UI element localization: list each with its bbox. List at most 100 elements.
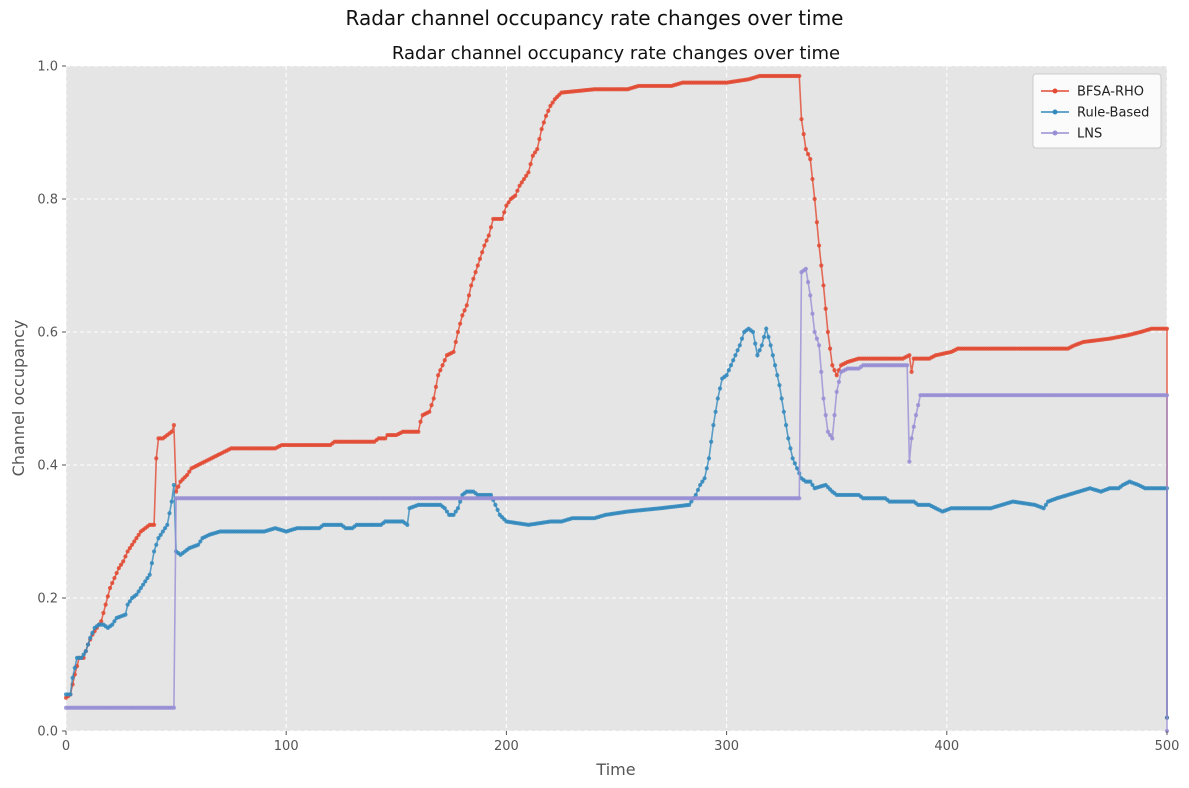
data-point — [140, 582, 146, 587]
data-point — [99, 619, 104, 624]
y-axis-label: Channel occupancy — [9, 320, 28, 477]
data-point — [519, 180, 524, 185]
data-point — [482, 243, 487, 248]
data-point — [475, 263, 480, 268]
data-point — [1164, 393, 1170, 398]
legend-label: Rule-Based — [1077, 106, 1149, 121]
data-point — [134, 592, 139, 597]
data-point — [165, 522, 170, 527]
legend-marker — [1052, 88, 1058, 94]
data-point — [134, 536, 139, 541]
data-point — [383, 436, 388, 441]
data-point — [537, 137, 542, 142]
data-point — [526, 170, 531, 175]
data-point — [123, 612, 128, 617]
data-point — [504, 203, 509, 208]
data-point — [185, 472, 190, 478]
data-point — [502, 210, 507, 215]
data-point — [486, 233, 491, 238]
data-point — [772, 363, 778, 368]
data-point — [539, 127, 544, 132]
data-point — [801, 132, 806, 137]
data-point — [711, 423, 716, 428]
data-point — [803, 147, 808, 152]
data-point — [79, 655, 84, 660]
plot-background — [66, 66, 1167, 731]
data-point — [832, 368, 837, 373]
legend-label: LNS — [1077, 127, 1102, 142]
data-point — [823, 306, 828, 311]
data-point — [750, 329, 756, 335]
data-point — [808, 479, 813, 484]
data-point — [88, 635, 93, 641]
data-point — [167, 511, 172, 516]
data-point — [116, 565, 121, 571]
data-point — [792, 461, 797, 466]
data-point — [812, 196, 817, 202]
data-point — [418, 419, 423, 424]
legend-item: BFSA-RHO — [1041, 85, 1144, 100]
data-point — [85, 642, 91, 647]
series-layer — [63, 73, 1170, 734]
data-point — [458, 499, 463, 504]
legend-item: LNS — [1041, 127, 1102, 142]
data-point — [488, 492, 494, 498]
data-point — [70, 675, 75, 680]
data-point — [469, 283, 474, 288]
data-point — [913, 413, 919, 418]
data-point — [431, 396, 436, 401]
data-point — [788, 446, 793, 451]
data-point — [715, 396, 720, 401]
data-point — [905, 363, 910, 368]
data-point — [739, 336, 745, 341]
data-point — [816, 343, 822, 348]
data-point — [513, 193, 518, 198]
data-point — [110, 622, 115, 627]
data-point — [477, 256, 483, 261]
data-point — [797, 73, 802, 79]
data-point — [689, 499, 694, 504]
data-point — [136, 589, 141, 594]
legend: BFSA-RHO Rule-Based LNS — [1032, 73, 1162, 149]
data-point — [766, 334, 771, 340]
data-point — [805, 152, 811, 157]
data-point — [103, 602, 108, 607]
data-point — [753, 341, 758, 346]
data-point — [706, 456, 712, 461]
data-point — [171, 705, 176, 710]
data-point — [825, 429, 830, 434]
y-tick-label: 0.8 — [37, 193, 58, 208]
data-point — [814, 220, 819, 225]
y-tick-label: 0.4 — [37, 459, 58, 474]
data-point — [724, 373, 729, 378]
data-point — [156, 536, 161, 541]
data-point — [138, 585, 143, 591]
data-point — [1043, 502, 1048, 507]
y-tick-label: 1.0 — [37, 60, 58, 75]
data-point — [154, 456, 159, 461]
data-point — [451, 349, 456, 355]
data-point — [132, 539, 137, 544]
x-axis-label: Time — [595, 760, 635, 779]
data-point — [154, 542, 159, 547]
data-point — [480, 250, 485, 255]
data-point — [112, 575, 117, 581]
legend-marker — [1052, 109, 1058, 115]
data-point — [171, 482, 176, 488]
data-point — [546, 108, 551, 113]
x-tick-label: 300 — [714, 739, 739, 754]
data-point — [731, 358, 736, 363]
data-point — [797, 496, 802, 501]
data-point — [816, 243, 822, 248]
data-point — [160, 529, 165, 534]
data-point — [821, 283, 826, 288]
data-point — [471, 276, 476, 281]
legend-label: BFSA-RHO — [1077, 85, 1144, 100]
legend-marker — [1052, 130, 1058, 136]
data-point — [196, 542, 201, 547]
data-point — [515, 188, 520, 193]
data-point — [836, 379, 842, 384]
data-point — [803, 266, 808, 271]
data-point — [810, 482, 815, 488]
data-point — [444, 509, 450, 514]
